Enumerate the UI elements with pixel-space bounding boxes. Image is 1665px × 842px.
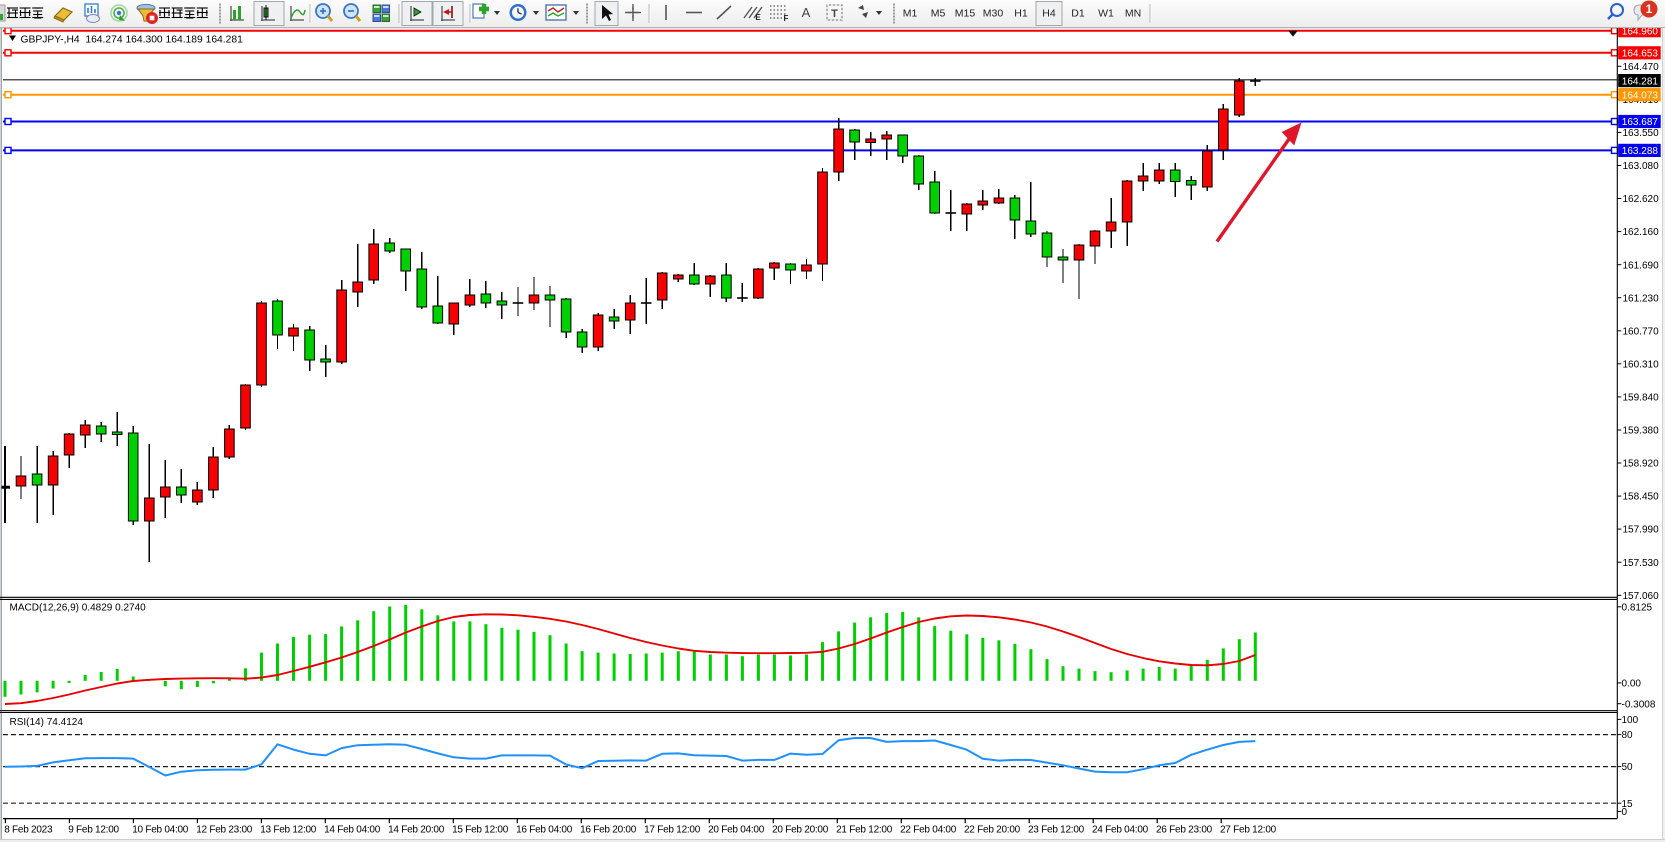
svg-text:14 Feb 20:00: 14 Feb 20:00 bbox=[388, 824, 445, 835]
svg-text:163.288: 163.288 bbox=[1622, 146, 1659, 157]
svg-text:F: F bbox=[784, 14, 789, 23]
svg-text:22 Feb 04:00: 22 Feb 04:00 bbox=[900, 824, 957, 835]
svg-text:160.310: 160.310 bbox=[1623, 359, 1660, 370]
svg-text:161.230: 161.230 bbox=[1623, 293, 1660, 304]
svg-text:15 Feb 12:00: 15 Feb 12:00 bbox=[452, 824, 509, 835]
svg-text:M30: M30 bbox=[983, 8, 1004, 20]
svg-text:0.8125: 0.8125 bbox=[1622, 602, 1653, 613]
svg-text:H1: H1 bbox=[1014, 8, 1028, 20]
svg-text:23 Feb 12:00: 23 Feb 12:00 bbox=[1028, 824, 1085, 835]
svg-text:50: 50 bbox=[1622, 762, 1634, 773]
svg-text:0: 0 bbox=[1622, 807, 1628, 818]
svg-text:9 Feb 12:00: 9 Feb 12:00 bbox=[68, 824, 119, 835]
svg-text:8 Feb 2023: 8 Feb 2023 bbox=[4, 824, 53, 835]
svg-text:10 Feb 04:00: 10 Feb 04:00 bbox=[132, 824, 189, 835]
svg-text:27 Feb 12:00: 27 Feb 12:00 bbox=[1220, 824, 1277, 835]
svg-text:H4: H4 bbox=[1042, 8, 1056, 20]
svg-text:163.687: 163.687 bbox=[1622, 117, 1659, 128]
svg-text:D1: D1 bbox=[1071, 8, 1085, 20]
svg-text:-0.3008: -0.3008 bbox=[1622, 699, 1656, 710]
svg-text:157.990: 157.990 bbox=[1623, 525, 1660, 536]
svg-text:158.450: 158.450 bbox=[1623, 492, 1660, 503]
svg-text:16 Feb 20:00: 16 Feb 20:00 bbox=[580, 824, 637, 835]
svg-text:MN: MN bbox=[1125, 8, 1141, 20]
svg-text:26 Feb 23:00: 26 Feb 23:00 bbox=[1156, 824, 1213, 835]
svg-text:80: 80 bbox=[1622, 730, 1634, 741]
svg-text:164.653: 164.653 bbox=[1622, 49, 1659, 60]
svg-text:164.281: 164.281 bbox=[1622, 76, 1659, 87]
svg-text:164.470: 164.470 bbox=[1623, 62, 1660, 73]
svg-text:21 Feb 12:00: 21 Feb 12:00 bbox=[836, 824, 893, 835]
svg-text:17 Feb 12:00: 17 Feb 12:00 bbox=[644, 824, 701, 835]
svg-text:163.080: 163.080 bbox=[1623, 161, 1660, 172]
svg-text:160.770: 160.770 bbox=[1623, 326, 1660, 337]
svg-text:0.00: 0.00 bbox=[1622, 679, 1642, 690]
svg-text:1: 1 bbox=[1646, 2, 1653, 16]
svg-text:MACD(12,26,9) 0.4829 0.2740: MACD(12,26,9) 0.4829 0.2740 bbox=[10, 603, 147, 614]
svg-text:20 Feb 20:00: 20 Feb 20:00 bbox=[772, 824, 829, 835]
svg-text:20 Feb 04:00: 20 Feb 04:00 bbox=[708, 824, 765, 835]
svg-text:162.620: 162.620 bbox=[1623, 194, 1660, 205]
svg-text:157.530: 157.530 bbox=[1623, 558, 1660, 569]
svg-text:M5: M5 bbox=[931, 8, 946, 20]
svg-text:M15: M15 bbox=[955, 8, 976, 20]
svg-text:159.380: 159.380 bbox=[1623, 426, 1660, 437]
svg-text:14 Feb 04:00: 14 Feb 04:00 bbox=[324, 824, 381, 835]
svg-text:16 Feb 04:00: 16 Feb 04:00 bbox=[516, 824, 573, 835]
svg-text:157.060: 157.060 bbox=[1623, 591, 1660, 602]
svg-text:159.840: 159.840 bbox=[1623, 393, 1660, 404]
svg-text:164.960: 164.960 bbox=[1622, 26, 1659, 37]
svg-text:15: 15 bbox=[1622, 799, 1634, 810]
svg-text:12 Feb 23:00: 12 Feb 23:00 bbox=[196, 824, 253, 835]
svg-text:E: E bbox=[755, 13, 761, 22]
svg-text:162.160: 162.160 bbox=[1623, 227, 1660, 238]
svg-text:158.920: 158.920 bbox=[1623, 459, 1660, 470]
svg-text:T: T bbox=[831, 8, 838, 20]
svg-text:M1: M1 bbox=[903, 8, 918, 20]
svg-text:161.690: 161.690 bbox=[1623, 260, 1660, 271]
svg-text:22 Feb 20:00: 22 Feb 20:00 bbox=[964, 824, 1021, 835]
svg-text:164.073: 164.073 bbox=[1622, 90, 1659, 101]
svg-text:163.550: 163.550 bbox=[1623, 128, 1660, 139]
svg-text:RSI(14) 74.4124: RSI(14) 74.4124 bbox=[10, 717, 84, 728]
svg-text:100: 100 bbox=[1622, 715, 1639, 726]
svg-text:A: A bbox=[802, 5, 811, 20]
svg-text:W1: W1 bbox=[1098, 8, 1114, 20]
svg-text:24 Feb 04:00: 24 Feb 04:00 bbox=[1092, 824, 1149, 835]
svg-text:GBPJPY-,H4 164.274 164.300 16: GBPJPY-,H4 164.274 164.300 164.189 164.2… bbox=[21, 34, 244, 45]
svg-text:13 Feb 12:00: 13 Feb 12:00 bbox=[260, 824, 317, 835]
